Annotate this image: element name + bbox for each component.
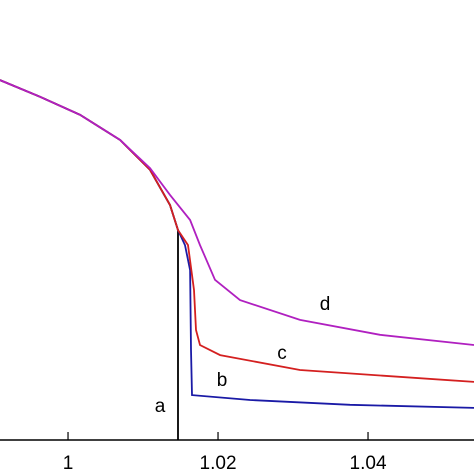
x-tick-label: 1.04 (350, 453, 387, 474)
curve-label: b (217, 370, 228, 391)
x-tick-label: 1 (63, 453, 74, 474)
curve (0, 79, 474, 346)
curve-label: a (155, 396, 166, 417)
curve-label: c (277, 343, 287, 364)
curve (0, 79, 179, 440)
x-tick-label: 1.02 (200, 453, 237, 474)
curve-label: d (320, 294, 331, 315)
